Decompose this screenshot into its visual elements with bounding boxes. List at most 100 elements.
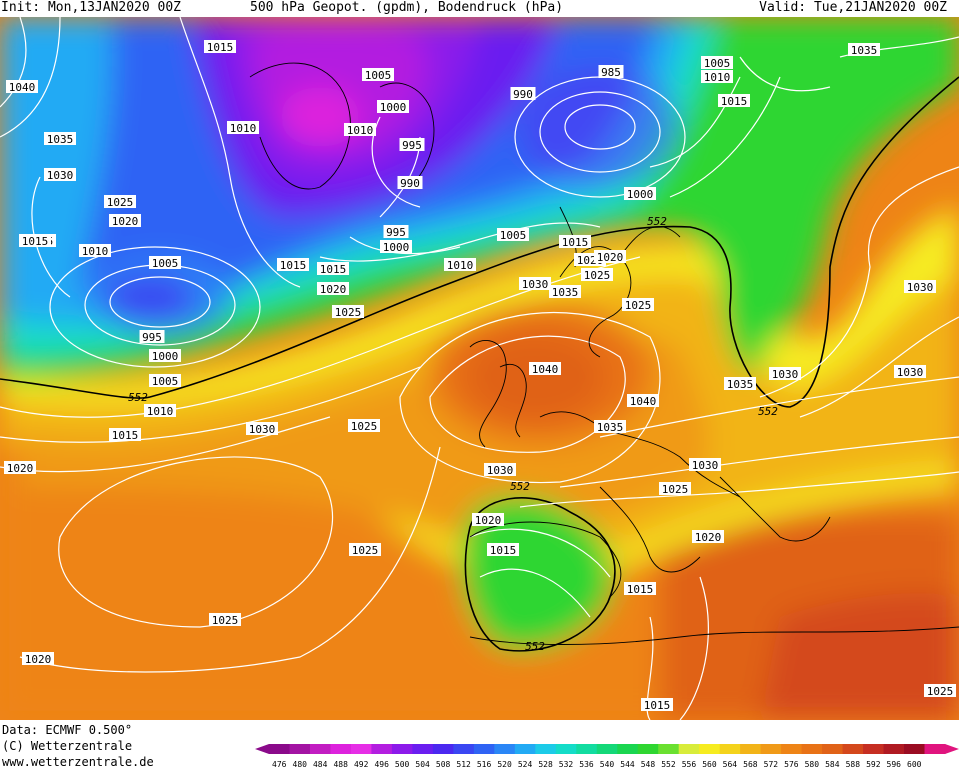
isobar-label-bg (397, 176, 423, 189)
isobar-label-bg (529, 362, 561, 375)
isobar-label-bg (627, 394, 659, 407)
isobar-label-bg (718, 94, 750, 107)
legend-swatch (289, 744, 311, 754)
isobar-label-bg (497, 228, 529, 241)
isobar-label-bg (4, 461, 36, 474)
isobar-label-bg (383, 225, 409, 238)
isobar-label-bg (109, 214, 141, 227)
isobar-label: 1030 (47, 169, 74, 182)
legend-swatch (514, 744, 536, 754)
isobar-label: 1025 (927, 685, 954, 698)
legend-swatch (309, 744, 331, 754)
legend-tick-label: 488 (333, 760, 348, 769)
legend-swatch (269, 744, 290, 754)
legend-swatch (494, 744, 516, 754)
contour-552 (0, 76, 959, 408)
isobar-label: 990 (400, 177, 420, 190)
legend-swatch (350, 744, 372, 754)
legend-swatch (740, 744, 762, 754)
legend-tick-label: 484 (313, 760, 328, 769)
isobar-label-bg (22, 652, 54, 665)
isobar-label: 1000 (152, 350, 179, 363)
legend-tick-label: 476 (272, 760, 287, 769)
isobar-label-bg (472, 513, 504, 526)
isobar-label: 1000 (627, 188, 654, 201)
isobar-label: 1005 (704, 57, 731, 70)
isobar-label-bg (149, 374, 181, 387)
isobar-label-bg (559, 235, 591, 248)
isobar-label-bg (701, 56, 733, 69)
isobar-label-bg (149, 256, 181, 269)
isobar-label-bg (598, 65, 624, 78)
height-label-552: 552 (647, 215, 667, 228)
legend-tick-label: 520 (497, 760, 512, 769)
legend-swatch (863, 744, 885, 754)
isobar-label-bg (139, 330, 165, 343)
isobar-label: 995 (386, 226, 406, 239)
legend-tick-label: 556 (682, 760, 697, 769)
isobar-label: 1030 (522, 278, 549, 291)
isobar-label-bg (349, 543, 381, 556)
height-label-552: 552 (128, 391, 148, 404)
legend-tick-label: 516 (477, 760, 492, 769)
isobar-label: 1030 (487, 464, 514, 477)
init-time: Init: Mon,13JAN2020 00Z (1, 0, 182, 15)
color-scale-legend: 476 480 484 488 492 496 500 504 508 512 516 520 524 5… (255, 744, 959, 769)
isobar-label: 1015 (490, 544, 517, 557)
legend-swatch (535, 744, 557, 754)
isobar-label-bg (227, 121, 259, 134)
isobar-label-bg (79, 244, 111, 257)
legend-swatch (719, 744, 741, 754)
legend-swatch (576, 744, 598, 754)
isobar-label-bg (622, 298, 654, 311)
isobar-label-bg (104, 195, 136, 208)
legend-swatch (822, 744, 844, 754)
legend-swatch (699, 744, 721, 754)
isobar-label: 1020 (320, 283, 347, 296)
isobar-label-bg (44, 168, 76, 181)
isobar-label-bg (362, 68, 394, 81)
isobar-label: 1035 (727, 378, 754, 391)
isobar-label: 1020 (695, 531, 722, 544)
legend-tick-label: 504 (415, 760, 430, 769)
legend-swatch (555, 744, 577, 754)
legend-tick-label: 592 (866, 760, 881, 769)
isobar-label-bg (519, 277, 551, 290)
isobar-label: 985 (601, 66, 621, 79)
legend-tick-label: 564 (723, 760, 738, 769)
isobar-label-bg (6, 80, 38, 93)
legend-swatch (412, 744, 434, 754)
isobar-label-bg (19, 234, 51, 247)
isobar-labels: 1015 1040 1005 1010 1010 1035 1000 995 990 985 990… (4, 40, 956, 712)
isobar-label: 1010 (347, 124, 374, 137)
isobar-label-bg (904, 280, 936, 293)
isobar-label: 995 (142, 331, 162, 344)
isobar-label-bg (377, 100, 409, 113)
isobar-label: 1025 (107, 196, 134, 209)
legend-tick-label: 576 (784, 760, 799, 769)
legend-swatch (658, 744, 680, 754)
isobar-label: 1040 (9, 81, 36, 94)
isobar-label: 1015 (207, 41, 234, 54)
isobar-label-bg (246, 422, 278, 435)
legend-tick-label: 600 (907, 760, 922, 769)
isobar-label: 1030 (772, 368, 799, 381)
isobar-label: 1030 (897, 366, 924, 379)
legend-tick-label: 572 (764, 760, 779, 769)
isobar-label: 1025 (584, 269, 611, 282)
legend-tick-label: 584 (825, 760, 840, 769)
isobar-label: 1010 (147, 405, 174, 418)
isobar-label: 1030 (249, 423, 276, 436)
isobars (0, 17, 959, 720)
legend-tick-label: 536 (579, 760, 594, 769)
isobar-label: 1035 (47, 133, 74, 146)
isobar-label: 990 (513, 88, 533, 101)
isobar-label: 1030 (907, 281, 934, 294)
isobar-label-bg (399, 138, 425, 151)
legend-tick-label: 500 (395, 760, 410, 769)
isobar-label-bg (549, 285, 581, 298)
isobar-label: 1010 (230, 122, 257, 135)
isobar-label: 1015 (22, 235, 49, 248)
legend-swatch (391, 744, 413, 754)
isobar-label: 1000 (383, 241, 410, 254)
